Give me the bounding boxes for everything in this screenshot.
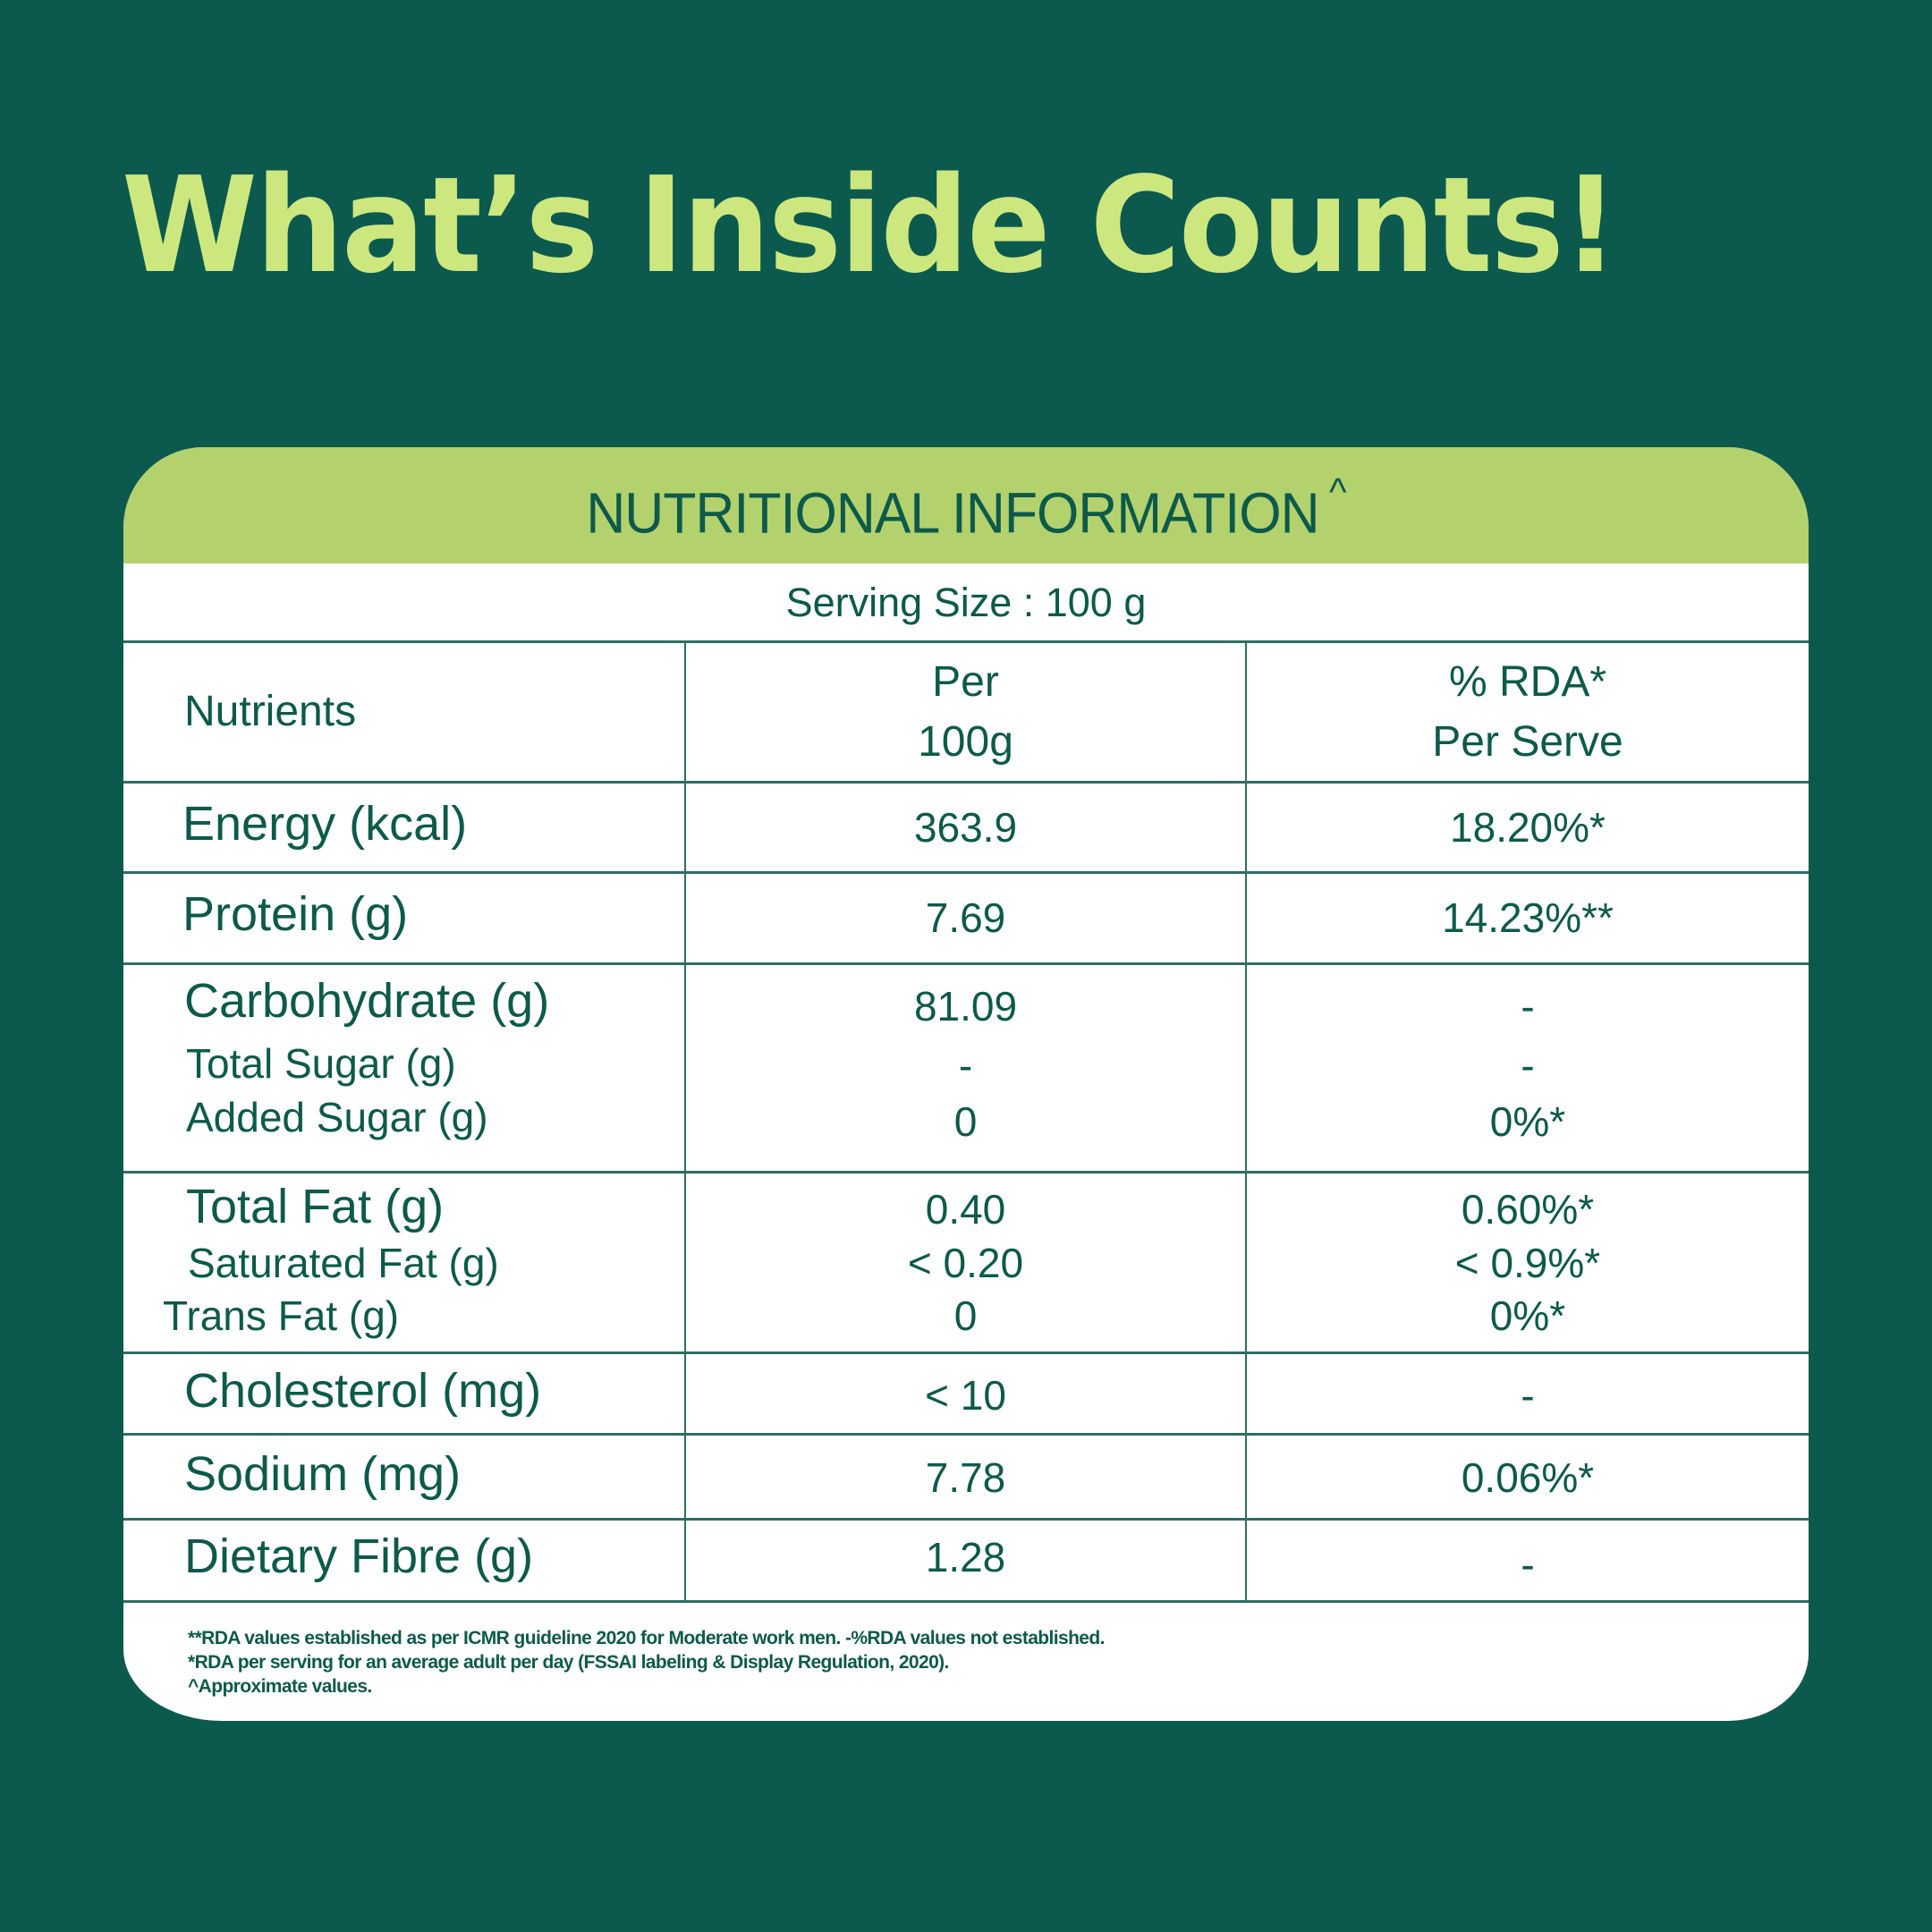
row-fat-rda: 0.60%* < 0.9%* 0%* — [1454, 1186, 1601, 1339]
headline: What’s Inside Counts! — [122, 148, 1619, 302]
panel-title-text: NUTRITIONAL INFORMATION — [586, 480, 1319, 546]
divider — [123, 640, 1809, 643]
panel-header: NUTRITIONAL INFORMATION ^ — [123, 447, 1809, 564]
divider — [123, 1433, 1809, 1436]
row-protein-name: Protein (g) — [182, 886, 409, 941]
panel-title: NUTRITIONAL INFORMATION ^ — [586, 470, 1346, 546]
row-sodium-name: Sodium (mg) — [184, 1446, 462, 1501]
column-header-rda: % RDA* Per Serve — [1247, 643, 1809, 781]
footnotes: **RDA values established as per ICMR gui… — [188, 1626, 1105, 1699]
row-cholesterol-rda: - — [1521, 1372, 1535, 1419]
divider — [123, 962, 1809, 965]
per-serve-label: Per Serve — [1432, 718, 1623, 766]
serving-size: Serving Size : 100 g — [785, 579, 1147, 625]
row-carbohydrate-rda: - - 0%* — [1489, 983, 1566, 1145]
row-fat-per100g: 0.40 < 0.20 0 — [907, 1186, 1024, 1339]
caret-marker: ^ — [1328, 470, 1347, 514]
column-header-per-100g: Per 100g — [686, 643, 1245, 781]
divider — [123, 1600, 1809, 1603]
per-label: Per — [932, 657, 999, 706]
row-energy-per100g: 363.9 — [913, 804, 1018, 852]
row-dietary-fibre-name: Dietary Fibre (g) — [184, 1529, 534, 1583]
nutrients-label: Nutrients — [184, 688, 357, 736]
divider — [123, 781, 1809, 784]
footnote-approximate: ^Approximate values. — [188, 1676, 372, 1697]
100g-label: 100g — [918, 718, 1013, 766]
row-carbohydrate-names: Carbohydrate (g) Total Sugar (g) Added S… — [184, 974, 550, 1140]
footnote-icmr: **RDA values established as per ICMR gui… — [188, 1628, 1105, 1648]
row-energy-name: Energy (kcal) — [182, 796, 468, 851]
column-header-nutrients: Nutrients — [123, 643, 684, 781]
divider — [123, 1352, 1809, 1354]
row-dietary-fibre-rda: - — [1521, 1541, 1535, 1589]
row-cholesterol-name: Cholesterol (mg) — [184, 1363, 542, 1418]
row-sodium-per100g: 7.78 — [925, 1454, 1006, 1502]
row-protein-per100g: 7.69 — [925, 894, 1006, 942]
row-protein-rda: 14.23%** — [1442, 894, 1614, 942]
row-fat-names: Total Fat (g) Saturated Fat (g) Trans Fa… — [163, 1180, 499, 1339]
row-carbohydrate-per100g: 81.09 - 0 — [913, 983, 1018, 1145]
row-sodium-rda: 0.06%* — [1461, 1454, 1595, 1502]
divider — [123, 1518, 1809, 1521]
row-cholesterol-per100g: < 10 — [925, 1372, 1006, 1419]
row-energy-rda: 18.20%* — [1450, 804, 1606, 852]
divider — [123, 871, 1809, 874]
rda-label: % RDA* — [1448, 657, 1607, 706]
column-divider — [1245, 641, 1247, 1602]
footnote-fssai: *RDA per serving for an average adult pe… — [188, 1652, 949, 1673]
nutrition-panel: NUTRITIONAL INFORMATION ^ Serving Size : … — [123, 447, 1809, 1721]
column-divider — [684, 641, 686, 1602]
divider — [123, 1171, 1809, 1174]
row-dietary-fibre-per100g: 1.28 — [925, 1534, 1006, 1581]
